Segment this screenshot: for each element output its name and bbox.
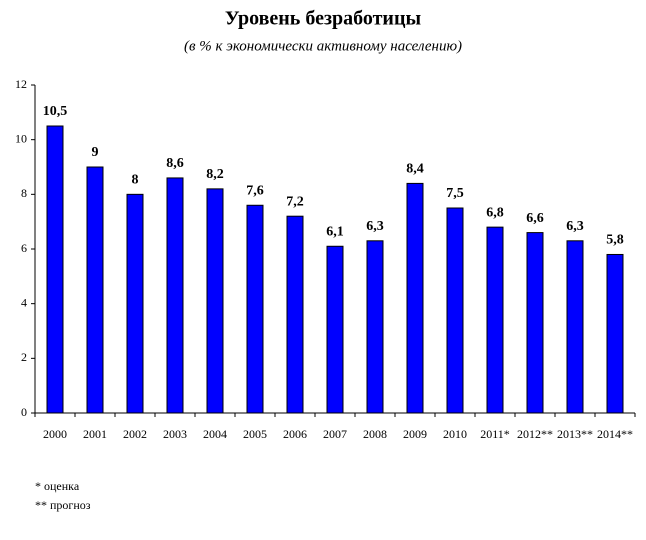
- chart-subtitle: (в % к экономически активному населению): [184, 38, 462, 54]
- value-label: 7,2: [286, 194, 304, 209]
- x-tick-label: 2013**: [557, 427, 593, 441]
- bar: [126, 193, 144, 414]
- value-label: 6,6: [526, 211, 544, 226]
- bar: [166, 177, 184, 414]
- value-label: 6,8: [486, 205, 504, 220]
- footnote: ** прогноз: [35, 498, 91, 512]
- x-tick-label: 2012**: [517, 427, 553, 441]
- value-label: 8,6: [166, 156, 184, 171]
- value-label: 10,5: [43, 104, 68, 119]
- bar: [286, 215, 304, 414]
- x-tick-label: 2014**: [597, 427, 633, 441]
- bar: [246, 204, 264, 414]
- x-tick-label: 2000: [43, 427, 67, 441]
- value-label: 6,3: [366, 219, 384, 234]
- value-label: 8,4: [406, 162, 424, 177]
- bar: [206, 188, 224, 414]
- y-tick-label: 10: [15, 131, 27, 145]
- bar: [486, 226, 504, 414]
- value-label: 8,2: [206, 167, 224, 182]
- y-tick-label: 8: [21, 186, 27, 200]
- x-tick-label: 2006: [283, 427, 307, 441]
- bar: [46, 125, 64, 414]
- chart-title: Уровень безработицы: [225, 8, 422, 30]
- bar: [326, 245, 344, 414]
- x-tick-label: 2011*: [480, 427, 510, 441]
- x-tick-label: 2008: [363, 427, 387, 441]
- y-tick-label: 4: [21, 295, 27, 309]
- bar: [526, 232, 544, 414]
- y-tick-label: 12: [15, 77, 27, 91]
- x-tick-label: 2010: [443, 427, 467, 441]
- bar: [406, 182, 424, 414]
- x-tick-label: 2005: [243, 427, 267, 441]
- bar: [366, 240, 384, 414]
- x-tick-label: 2009: [403, 427, 427, 441]
- x-tick-label: 2004: [203, 427, 227, 441]
- bar: [446, 207, 464, 414]
- x-tick-label: 2003: [163, 427, 187, 441]
- bar: [86, 166, 104, 414]
- value-label: 6,1: [326, 224, 344, 239]
- footnote: * оценка: [35, 479, 80, 493]
- bar: [606, 253, 624, 414]
- value-label: 7,5: [446, 186, 464, 201]
- value-label: 5,8: [606, 233, 624, 248]
- x-tick-label: 2001: [83, 427, 107, 441]
- y-tick-label: 6: [21, 241, 27, 255]
- value-label: 7,6: [246, 183, 264, 198]
- y-tick-label: 0: [21, 405, 27, 419]
- value-label: 6,3: [566, 219, 584, 234]
- x-tick-label: 2002: [123, 427, 147, 441]
- bar: [566, 240, 584, 414]
- value-label: 9: [92, 145, 99, 160]
- x-tick-label: 2007: [323, 427, 347, 441]
- value-label: 8: [132, 173, 139, 188]
- y-tick-label: 2: [21, 350, 27, 364]
